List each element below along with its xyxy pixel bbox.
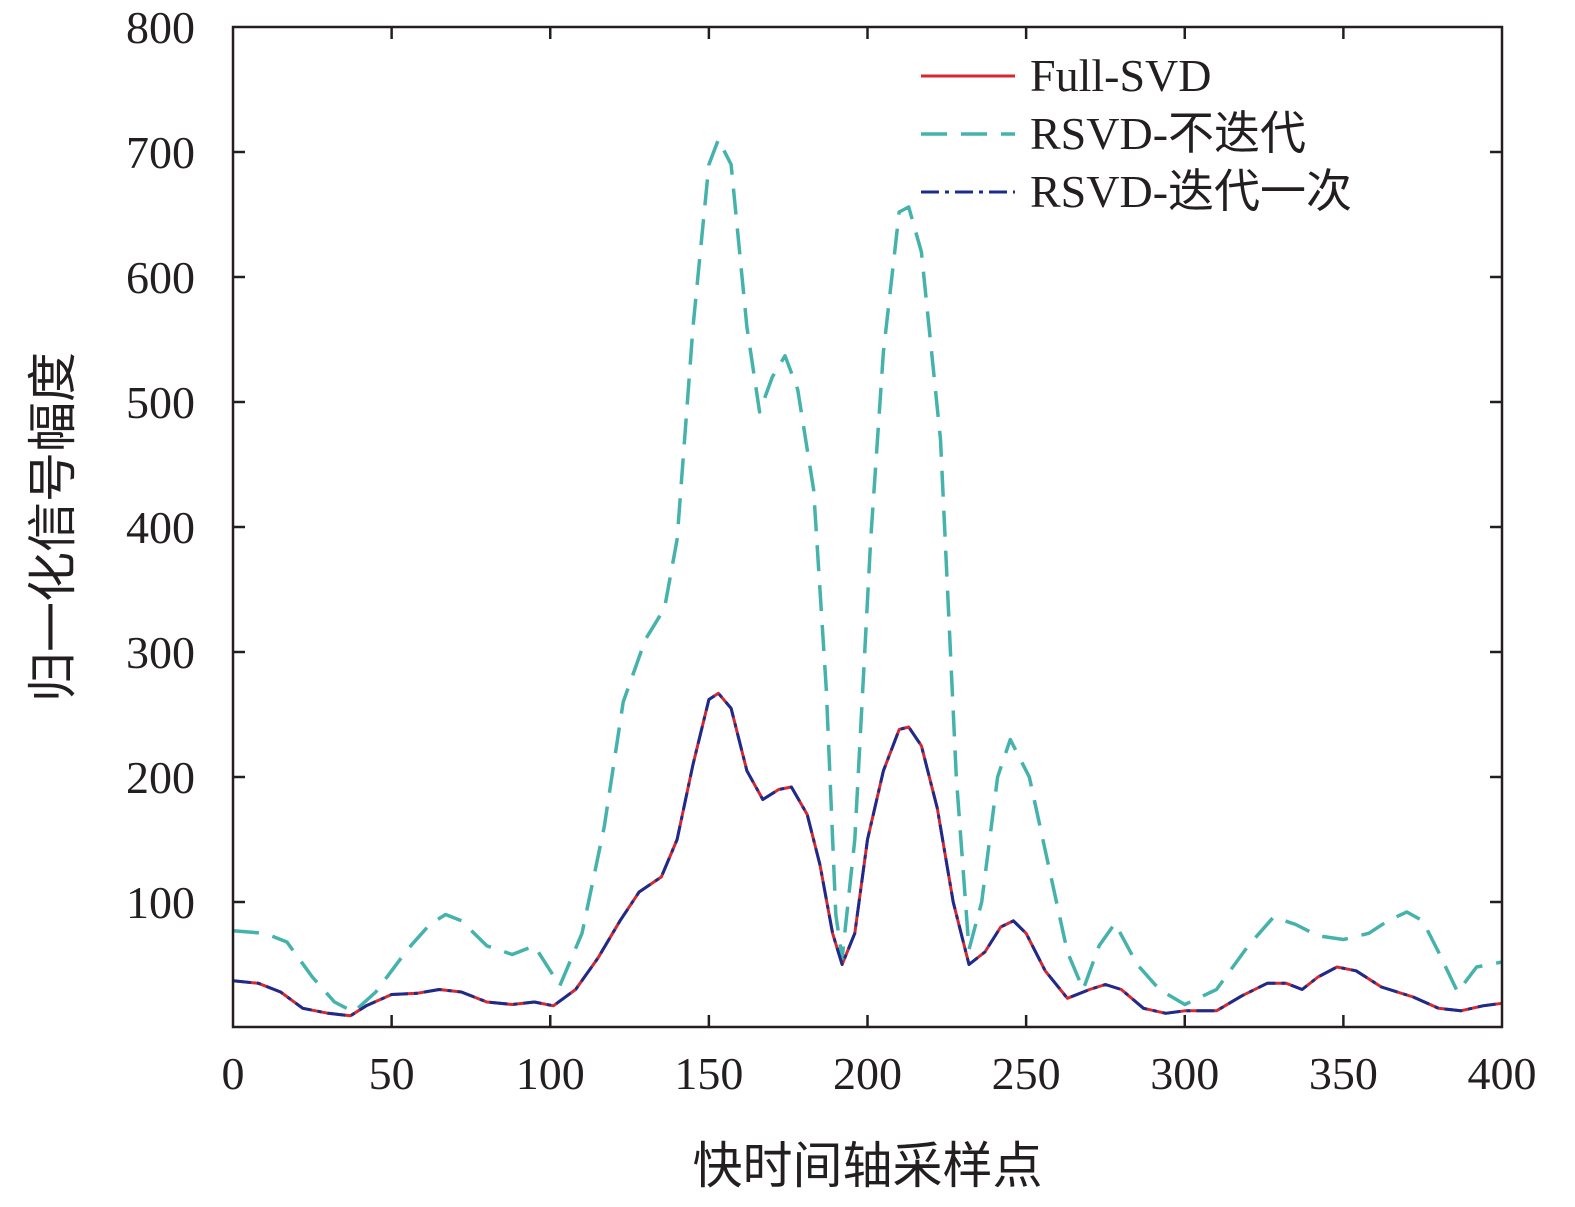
legend: Full-SVD RSVD-不迭代 RSVD-迭代一次: [921, 50, 1352, 217]
y-tick-label: 500: [126, 377, 195, 428]
legend-label-1: Full-SVD: [1030, 50, 1211, 101]
series-line-1: [232, 691, 1503, 1018]
y-tick-label: 700: [126, 127, 195, 178]
series-line-3: [232, 691, 1503, 1018]
y-tick-label: 100: [126, 877, 195, 928]
y-tick-label: 200: [126, 752, 195, 803]
legend-label-3: RSVD-迭代一次: [1030, 166, 1352, 217]
x-tick-label: 150: [674, 1048, 743, 1099]
x-tick-label: 300: [1150, 1048, 1219, 1099]
y-tick-label: 600: [126, 252, 195, 303]
x-tick-label: 200: [833, 1048, 902, 1099]
series-layer: [232, 137, 1503, 1018]
x-tick-label: 350: [1309, 1048, 1378, 1099]
y-tick-label: 800: [126, 2, 195, 53]
y-axis-title: 归一化信号幅度: [24, 352, 82, 702]
x-axis-title: 快时间轴采样点: [693, 1137, 1043, 1195]
x-tick-label: 50: [369, 1048, 415, 1099]
x-tick-label: 250: [992, 1048, 1061, 1099]
y-tick-label: 300: [126, 627, 195, 678]
series-line-2: [232, 137, 1503, 1014]
tick-layer: 0 50 100 150 200 250 300 350 400 100 200 300 400 500 6…: [126, 2, 1537, 1099]
y-tick-label: 400: [126, 502, 195, 553]
legend-label-2: RSVD-不迭代: [1030, 108, 1306, 159]
x-tick-label: 0: [222, 1048, 245, 1099]
x-tick-label: 100: [516, 1048, 585, 1099]
x-tick-label: 400: [1468, 1048, 1537, 1099]
